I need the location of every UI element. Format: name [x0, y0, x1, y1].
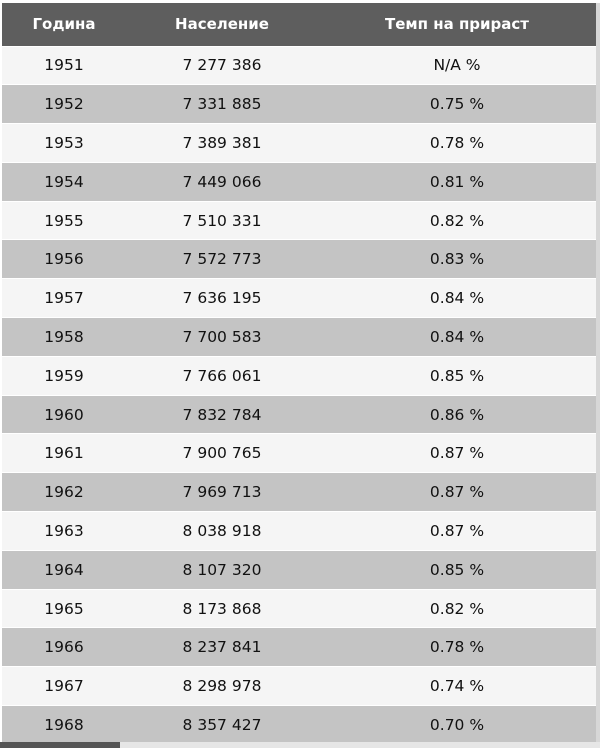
- growth-rate-cell: 0.82 %: [429, 599, 485, 618]
- table-row: 1966 8 237 841 0.78 %: [2, 627, 596, 667]
- table-row: 1962 7 969 713 0.87 %: [2, 472, 596, 512]
- growth-rate-cell: 0.83 %: [429, 250, 485, 269]
- population-cell: 7 331 885: [182, 95, 262, 114]
- population-cell: 8 357 427: [182, 716, 262, 735]
- header-row: Година Население Темп на прираст: [2, 3, 596, 46]
- population-cell: 8 298 978: [182, 677, 262, 696]
- population-cell: 7 636 195: [182, 289, 262, 308]
- growth-rate-cell: 0.78 %: [429, 638, 485, 657]
- growth-rate-cell: 0.85 %: [429, 366, 485, 385]
- population-cell: 7 832 784: [182, 405, 262, 424]
- table-row: 1958 7 700 583 0.84 %: [2, 317, 596, 357]
- year-cell: 1957: [44, 289, 84, 308]
- table-row: 1953 7 389 381 0.78 %: [2, 123, 596, 163]
- growth-rate-cell: 0.87 %: [429, 483, 485, 502]
- right-edge-shadow: [596, 3, 600, 748]
- column-header-year[interactable]: Година: [32, 15, 96, 34]
- population-cell: 7 900 765: [182, 444, 262, 463]
- population-cell: 7 449 066: [182, 172, 262, 191]
- table-row: 1951 7 277 386 N/A %: [2, 46, 596, 85]
- horizontal-scrollbar-track[interactable]: [0, 742, 600, 748]
- year-cell: 1958: [44, 327, 84, 346]
- table-row: 1963 8 038 918 0.87 %: [2, 511, 596, 551]
- year-cell: 1953: [44, 133, 84, 152]
- table-row: 1967 8 298 978 0.74 %: [2, 666, 596, 706]
- year-cell: 1963: [44, 521, 84, 540]
- table-row: 1968 8 357 427 0.70 %: [2, 705, 596, 745]
- column-header-growth-rate[interactable]: Темп на прираст: [384, 15, 530, 34]
- growth-rate-cell: 0.87 %: [429, 444, 485, 463]
- table-row: 1956 7 572 773 0.83 %: [2, 239, 596, 279]
- population-cell: 7 700 583: [182, 327, 262, 346]
- table-header: Година Население Темп на прираст: [2, 3, 596, 46]
- growth-rate-cell: 0.86 %: [429, 405, 485, 424]
- table-row: 1954 7 449 066 0.81 %: [2, 162, 596, 202]
- year-cell: 1954: [44, 172, 84, 191]
- population-cell: 7 766 061: [182, 366, 262, 385]
- table-body: 1951 7 277 386 N/A % 1952 7 331 885 0.75 % 195…: [2, 46, 596, 745]
- year-cell: 1961: [44, 444, 84, 463]
- population-cell: 8 107 320: [182, 560, 262, 579]
- year-cell: 1967: [44, 677, 84, 696]
- table-row: 1957 7 636 195 0.84 %: [2, 278, 596, 318]
- population-cell: 7 969 713: [182, 483, 262, 502]
- growth-rate-cell: 0.75 %: [429, 95, 485, 114]
- table-row: 1955 7 510 331 0.82 %: [2, 201, 596, 240]
- growth-rate-cell: 0.74 %: [429, 677, 485, 696]
- growth-rate-cell: 0.82 %: [429, 211, 485, 230]
- population-cell: 8 173 868: [182, 599, 262, 618]
- table-row: 1961 7 900 765 0.87 %: [2, 433, 596, 473]
- horizontal-scrollbar-thumb[interactable]: [0, 742, 120, 748]
- table-row: 1965 8 173 868 0.82 %: [2, 589, 596, 628]
- year-cell: 1966: [44, 638, 84, 657]
- year-cell: 1965: [44, 599, 84, 618]
- year-cell: 1956: [44, 250, 84, 269]
- population-cell: 7 510 331: [182, 211, 262, 230]
- year-cell: 1955: [44, 211, 84, 230]
- growth-rate-cell: 0.87 %: [429, 521, 485, 540]
- year-cell: 1962: [44, 483, 84, 502]
- table-row: 1960 7 832 784 0.86 %: [2, 395, 596, 434]
- population-cell: 7 572 773: [182, 250, 262, 269]
- growth-rate-cell: N/A %: [433, 56, 481, 75]
- growth-rate-cell: 0.78 %: [429, 133, 485, 152]
- population-cell: 7 389 381: [182, 133, 262, 152]
- table-row: 1959 7 766 061 0.85 %: [2, 356, 596, 396]
- table-row: 1952 7 331 885 0.75 %: [2, 84, 596, 124]
- year-cell: 1952: [44, 95, 84, 114]
- year-cell: 1960: [44, 405, 84, 424]
- year-cell: 1964: [44, 560, 84, 579]
- population-table-container: Година Население Темп на прираст 1951 7 2…: [2, 3, 596, 745]
- table-row: 1964 8 107 320 0.85 %: [2, 550, 596, 590]
- population-cell: 8 038 918: [182, 521, 262, 540]
- growth-rate-cell: 0.84 %: [429, 289, 485, 308]
- year-cell: 1951: [44, 56, 84, 75]
- year-cell: 1959: [44, 366, 84, 385]
- year-cell: 1968: [44, 716, 84, 735]
- growth-rate-cell: 0.85 %: [429, 560, 485, 579]
- population-cell: 7 277 386: [182, 56, 262, 75]
- growth-rate-cell: 0.81 %: [429, 172, 485, 191]
- growth-rate-cell: 0.70 %: [429, 716, 485, 735]
- growth-rate-cell: 0.84 %: [429, 327, 485, 346]
- population-table: Година Население Темп на прираст 1951 7 2…: [2, 3, 596, 745]
- population-cell: 8 237 841: [182, 638, 262, 657]
- column-header-population[interactable]: Население: [175, 15, 269, 34]
